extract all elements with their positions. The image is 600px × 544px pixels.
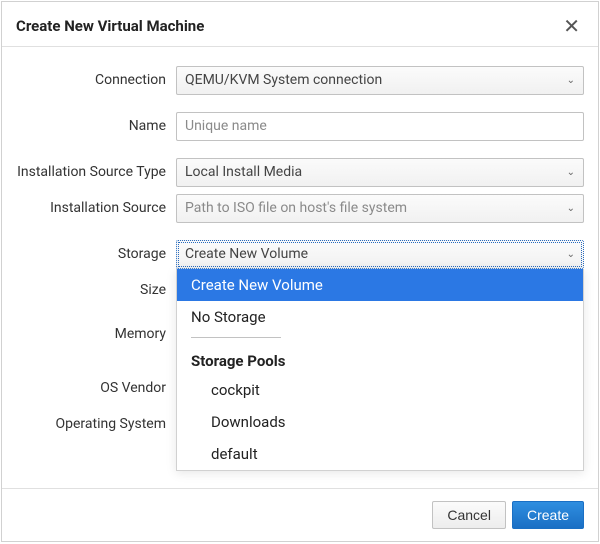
row-name: Name Unique name [16, 111, 584, 141]
label-storage: Storage [16, 246, 176, 262]
label-name: Name [16, 118, 176, 134]
install-type-value: Local Install Media [185, 164, 302, 180]
storage-pool-default[interactable]: default [177, 438, 583, 470]
connection-select[interactable]: QEMU/KVM System connection ⌄ [176, 66, 584, 95]
dropdown-divider [191, 337, 281, 338]
row-connection: Connection QEMU/KVM System connection ⌄ [16, 65, 584, 95]
storage-pools-header: Storage Pools [177, 346, 583, 374]
label-memory: Memory [16, 326, 176, 342]
chevron-down-icon: ⌄ [567, 249, 575, 260]
dialog-title: Create New Virtual Machine [16, 17, 204, 35]
label-os-vendor: OS Vendor [16, 380, 176, 396]
dialog-footer: Cancel Create [2, 488, 598, 541]
label-size: Size [16, 282, 176, 298]
install-source-input[interactable]: Path to ISO file on host's file system ⌄ [176, 194, 584, 223]
install-type-select[interactable]: Local Install Media ⌄ [176, 158, 584, 187]
chevron-down-icon: ⌄ [567, 203, 575, 214]
row-storage: Storage Create New Volume ⌄ Create New V… [16, 239, 584, 269]
name-placeholder: Unique name [185, 118, 267, 134]
storage-option-create-new[interactable]: Create New Volume [177, 269, 583, 301]
create-button[interactable]: Create [512, 501, 584, 529]
storage-pool-downloads[interactable]: Downloads [177, 406, 583, 438]
chevron-down-icon: ⌄ [567, 167, 575, 178]
dialog-header: Create New Virtual Machine ✕ [2, 2, 598, 47]
label-install-source: Installation Source [16, 200, 176, 216]
storage-pool-cockpit[interactable]: cockpit [177, 374, 583, 406]
label-connection: Connection [16, 72, 176, 88]
chevron-down-icon: ⌄ [567, 75, 575, 86]
close-icon[interactable]: ✕ [561, 16, 582, 36]
storage-dropdown: Create New Volume No Storage Storage Poo… [176, 269, 584, 471]
storage-value: Create New Volume [185, 246, 308, 262]
install-source-placeholder: Path to ISO file on host's file system [185, 200, 407, 216]
name-input[interactable]: Unique name [176, 112, 584, 141]
label-os: Operating System [16, 416, 176, 432]
row-install-type: Installation Source Type Local Install M… [16, 157, 584, 187]
label-install-type: Installation Source Type [16, 164, 176, 180]
create-vm-dialog: Create New Virtual Machine ✕ Connection … [1, 1, 599, 542]
dialog-body: Connection QEMU/KVM System connection ⌄ … [2, 47, 598, 488]
cancel-button[interactable]: Cancel [432, 501, 506, 529]
storage-select[interactable]: Create New Volume ⌄ [176, 240, 584, 269]
storage-option-no-storage[interactable]: No Storage [177, 301, 583, 333]
connection-value: QEMU/KVM System connection [185, 72, 382, 88]
row-install-source: Installation Source Path to ISO file on … [16, 193, 584, 223]
